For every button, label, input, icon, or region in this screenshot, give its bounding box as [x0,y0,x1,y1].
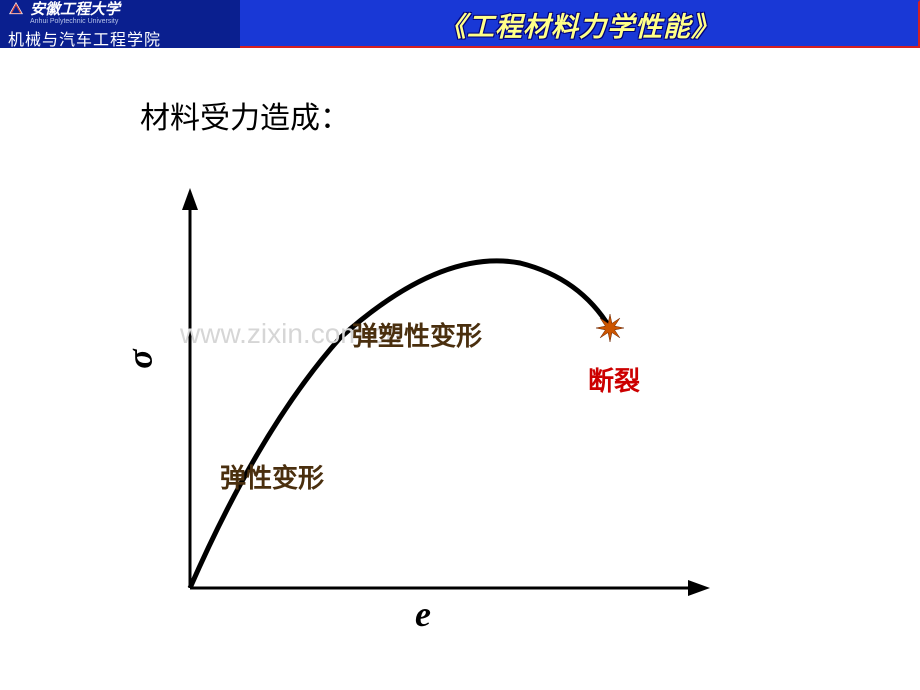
university-name-en: Anhui Polytechnic University [30,18,240,25]
header-left-block: 安徽工程大学 Anhui Polytechnic University 机械与汽… [0,0,240,48]
y-axis-arrow-icon [182,188,198,210]
x-axis-arrow-icon [688,580,710,596]
stress-strain-curve [190,261,610,588]
y-axis-label: σ [119,349,161,368]
elastic-deformation-label: 弹性变形 [220,458,324,495]
plastic-deformation-label: 弹塑性变形 [352,316,482,353]
content-area: 材料受力造成： www.zixin.com.cn σ e 弹性变形 弹塑性变形 … [0,48,920,690]
university-row: 安徽工程大学 [8,0,240,19]
school-name: 机械与汽车工程学院 [8,26,240,50]
university-name-cn: 安徽工程大学 [30,0,120,19]
header: 安徽工程大学 Anhui Polytechnic University 机械与汽… [0,0,920,48]
stress-strain-chart: www.zixin.com.cn σ e 弹性变形 弹塑性变形 断裂 [140,188,720,618]
x-axis-label: e [415,593,431,635]
fracture-star-icon [596,314,624,342]
fracture-label: 断裂 [588,361,640,398]
course-title: 《工程材料力学性能》 [439,5,719,44]
chart-svg [140,188,720,628]
header-right-block: 《工程材料力学性能》 [240,0,920,48]
university-logo-icon [8,1,24,17]
section-heading: 材料受力造成： [140,93,350,137]
